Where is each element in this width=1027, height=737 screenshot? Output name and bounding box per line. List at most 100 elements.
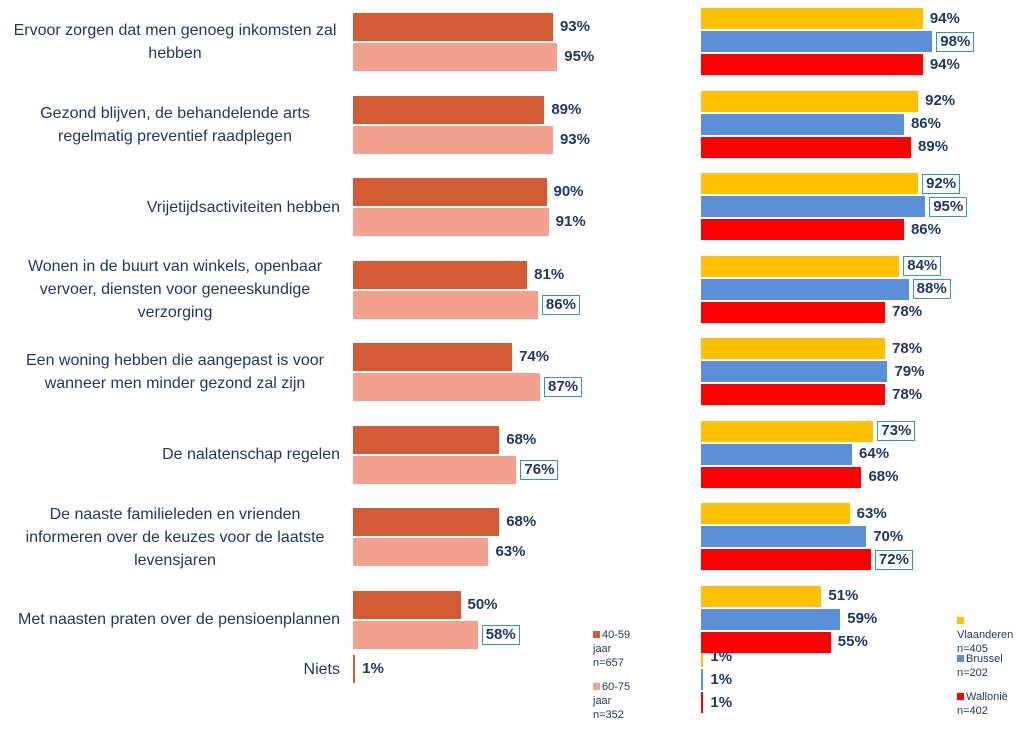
bar	[701, 338, 886, 359]
category-label: De nalatenschap regelen	[10, 415, 340, 495]
bar	[353, 620, 478, 649]
bar	[701, 136, 912, 158]
category-label: Wonen in de buurt van winkels, openbaar …	[10, 250, 340, 330]
category-text: Ervoor zorgen dat men genoeg inkomsten z…	[13, 22, 337, 62]
bar	[701, 173, 919, 194]
value-label: 91%	[555, 213, 586, 230]
legend-swatch	[957, 617, 964, 624]
bar	[701, 631, 831, 653]
value-label: 64%	[859, 445, 890, 462]
value-label: 78%	[892, 385, 923, 403]
bar	[701, 608, 841, 630]
bar	[353, 125, 553, 154]
value-label: 63%	[495, 543, 526, 560]
value-label: 81%	[534, 265, 565, 283]
value-label: 50%	[467, 595, 498, 613]
category-text: Gezond blijven, de behandelende arts reg…	[40, 104, 310, 145]
category-text: Met naasten praten over de pensioenplann…	[17, 611, 340, 628]
category-text: Vrijetijdsactiviteiten hebben	[146, 198, 340, 216]
value-label: 70%	[873, 527, 904, 545]
bar	[353, 655, 356, 683]
value-label: 58%	[481, 624, 520, 645]
category-text: De nalatenschap regelen	[162, 446, 340, 463]
bar	[701, 219, 904, 240]
bar	[701, 669, 704, 690]
value-label: 98%	[936, 31, 975, 52]
value-label: 1%	[710, 670, 733, 688]
value-label: 79%	[894, 362, 925, 380]
legend-text: Vlaanderen n=405	[957, 629, 1014, 655]
bar	[701, 384, 886, 405]
value-label: 68%	[506, 430, 537, 448]
value-label: 88%	[912, 279, 951, 299]
category-label: Ervoor zorgen dat men genoeg inkomsten z…	[10, 2, 340, 82]
value-label: 89%	[551, 100, 582, 118]
value-label: 93%	[559, 18, 590, 35]
bar	[701, 90, 919, 112]
legend-entry: 40-59 jaar n=657	[593, 628, 645, 670]
bar	[701, 466, 862, 488]
value-label: 74%	[519, 348, 550, 365]
bar	[701, 420, 874, 442]
category-label: Met naasten praten over de pensioenplann…	[10, 580, 340, 660]
value-label: 76%	[520, 459, 559, 480]
value-label: 55%	[837, 633, 868, 650]
category-label: Gezond blijven, de behandelende arts reg…	[10, 85, 340, 165]
category-text: Een woning hebben die aangepast is voor …	[26, 352, 324, 392]
category-label: Vrijetijdsactiviteiten hebben	[10, 167, 340, 247]
bar	[701, 443, 853, 465]
value-label: 63%	[856, 504, 887, 522]
value-label: 72%	[874, 549, 913, 570]
legend-entry: Brussel n=202	[957, 652, 1009, 680]
bar	[353, 43, 558, 71]
value-label: 86%	[541, 294, 580, 315]
value-label: 90%	[553, 183, 584, 200]
bar	[701, 549, 871, 570]
category-text: Niets	[303, 660, 340, 678]
bar	[353, 538, 489, 566]
category-text: Wonen in de buurt van winkels, openbaar …	[27, 258, 323, 321]
legend-text: 60-75 jaar n=352	[593, 681, 631, 721]
value-label: 92%	[925, 92, 956, 109]
value-label: 59%	[847, 610, 878, 627]
bar	[701, 646, 704, 667]
value-label: 95%	[564, 48, 595, 65]
value-label: 95%	[929, 196, 968, 217]
legend-entry: Vlaanderen n=405	[957, 614, 1013, 656]
legend-swatch	[957, 693, 964, 700]
bar	[353, 260, 528, 289]
bar	[701, 526, 867, 547]
category-label: Een woning hebben die aangepast is voor …	[10, 332, 340, 412]
value-label: 94%	[929, 55, 960, 73]
bar	[353, 508, 500, 536]
value-label: 84%	[903, 256, 942, 276]
category-text: De naaste familieleden en vrienden infor…	[25, 505, 325, 569]
value-label: 78%	[892, 339, 923, 357]
bar	[701, 503, 850, 524]
value-label: 93%	[559, 130, 590, 148]
bar	[353, 590, 461, 619]
bar	[353, 343, 513, 371]
value-label: 86%	[910, 220, 941, 238]
legend-swatch	[593, 683, 600, 690]
value-label: 87%	[544, 377, 583, 397]
bar	[353, 208, 549, 236]
category-label: De naaste familieleden en vrienden infor…	[10, 497, 340, 577]
bar	[701, 692, 704, 713]
value-label: 78%	[892, 303, 923, 320]
value-label: 73%	[877, 421, 916, 441]
category-label: Niets	[10, 629, 340, 709]
legend-text: 40-59 jaar n=657	[593, 629, 631, 669]
bar	[353, 373, 541, 401]
legend-text: Wallonië n=402	[957, 691, 1008, 717]
bar	[353, 178, 547, 206]
legend-text: Brussel n=202	[957, 653, 1003, 679]
legend-entry: Wallonië n=402	[957, 690, 1009, 718]
bar	[353, 425, 500, 454]
bar	[353, 13, 553, 41]
bar	[701, 31, 933, 52]
bar	[701, 361, 888, 382]
bar	[701, 278, 909, 300]
bar	[353, 95, 545, 124]
